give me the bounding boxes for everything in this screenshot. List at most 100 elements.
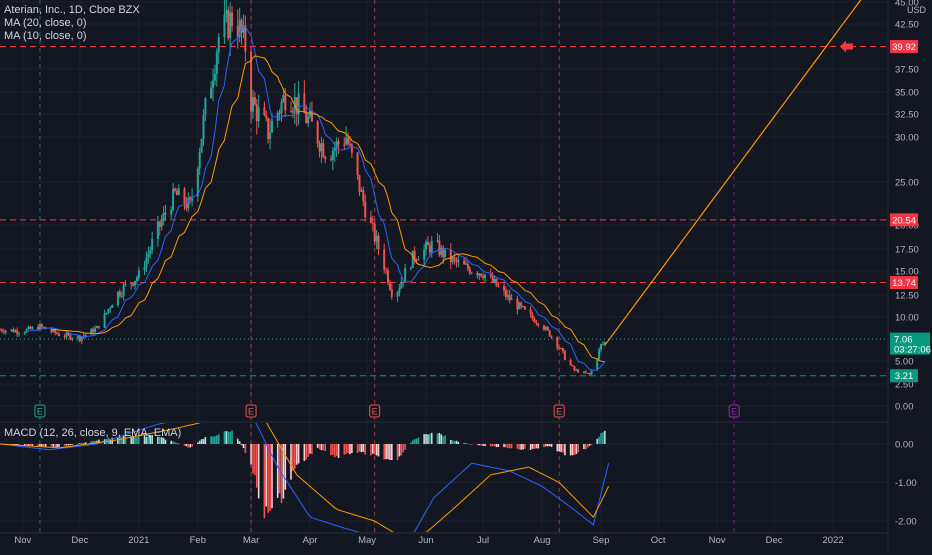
candle-body — [255, 104, 258, 122]
macd-y-tick-label: -1.00 — [895, 478, 917, 489]
candle-body — [603, 342, 606, 344]
candle-body — [601, 343, 604, 345]
macd-bar — [400, 444, 403, 456]
candle-body — [438, 240, 441, 255]
candle-body — [96, 326, 99, 329]
x-tick-label: Mar — [243, 535, 259, 546]
candle-body — [278, 112, 281, 114]
candle-body — [356, 152, 359, 176]
earnings-badge-label: E — [37, 407, 43, 417]
x-tick-label: Oct — [651, 535, 666, 546]
candle-body — [520, 302, 523, 307]
macd-bar — [217, 434, 220, 444]
legend-ma10[interactable]: MA (10, close, 0) — [4, 30, 87, 42]
macd-bar — [244, 444, 247, 454]
price-axis-bg — [888, 0, 932, 550]
candle-body — [371, 222, 374, 224]
earnings-badge-label: E — [372, 407, 378, 417]
candle-body — [546, 327, 549, 331]
macd-bar — [254, 444, 256, 476]
macd-bar — [600, 433, 602, 444]
candle-body — [449, 249, 452, 263]
candle-body — [426, 241, 429, 246]
macd-bar — [37, 444, 39, 447]
candle-body — [444, 249, 447, 258]
candle-body — [522, 306, 525, 308]
candle-body — [170, 209, 173, 215]
macd-bar — [324, 444, 327, 452]
candle-body — [225, 10, 228, 16]
macd-bar — [276, 444, 279, 498]
macd-bar — [130, 436, 133, 444]
candle-body — [94, 328, 97, 333]
macd-bar — [518, 444, 521, 450]
macd-bar — [586, 444, 589, 448]
x-tick-label: Jul — [477, 535, 489, 546]
candle-body — [240, 20, 243, 33]
candle-body — [569, 359, 572, 365]
earnings-badge — [34, 404, 46, 418]
macd-bar — [284, 444, 287, 490]
macd-bar — [402, 444, 405, 453]
candle-body — [453, 257, 456, 260]
candle-body — [122, 285, 125, 296]
chart-title: Aterian, Inc., 1D, Cboe BZX — [4, 4, 140, 16]
candle-body — [436, 240, 439, 242]
candle-body — [584, 371, 587, 373]
candle-body — [10, 329, 13, 331]
candle-body — [364, 201, 367, 218]
candle-body — [223, 15, 226, 38]
macd-bar — [429, 433, 431, 444]
macd-line — [0, 423, 610, 532]
candle-body — [27, 326, 30, 330]
candle-body — [267, 118, 270, 140]
macd-bar — [573, 444, 576, 456]
macd-bar — [269, 444, 271, 511]
macd-bar — [465, 443, 467, 444]
macd-bar — [427, 434, 429, 444]
y-tick-label: 0.00 — [895, 402, 914, 413]
macd-bar — [411, 440, 414, 444]
macd-bar — [453, 440, 456, 444]
candle-body — [360, 190, 363, 192]
macd-bar — [119, 436, 121, 444]
candle-body — [457, 260, 460, 263]
candle-body — [423, 249, 426, 260]
candle-body — [558, 347, 561, 349]
y-tick-label: 25.00 — [895, 178, 919, 189]
macd-y-tick-label: -2.00 — [895, 517, 917, 528]
price-level-tag — [890, 276, 918, 290]
macd-bar — [497, 444, 500, 448]
candle-body — [563, 350, 566, 360]
macd-legend[interactable]: MACD (12, 26, close, 9, EMA, EMA) — [4, 427, 182, 439]
price-level-tag — [890, 40, 918, 54]
signal-line — [0, 423, 610, 532]
candle-body — [4, 330, 7, 333]
macd-bar — [398, 444, 401, 457]
candle-body — [333, 148, 336, 151]
candle-body — [12, 329, 15, 333]
macd-bar — [162, 437, 165, 444]
candle-body — [417, 259, 420, 261]
candle-body — [316, 121, 319, 144]
legend-ma20[interactable]: MA (20, close, 0) — [4, 17, 87, 29]
y-tick-label: 5.00 — [895, 357, 914, 368]
candle-body — [322, 143, 325, 158]
macd-bar — [520, 444, 522, 450]
y-unit-label: USD — [907, 5, 927, 15]
macd-bar — [588, 444, 591, 446]
candle-body — [561, 348, 564, 351]
macd-bar — [305, 444, 308, 460]
macd-bar — [476, 444, 479, 446]
candle-body — [503, 286, 506, 291]
candle-body — [463, 260, 466, 265]
macd-bar — [292, 444, 294, 471]
candle-body — [172, 188, 175, 210]
macd-bar — [478, 444, 481, 446]
price-level-tag — [890, 213, 918, 227]
macd-bar — [18, 444, 20, 446]
macd-bar — [510, 444, 513, 449]
macd-bar — [590, 444, 593, 445]
macd-bar — [413, 439, 416, 444]
